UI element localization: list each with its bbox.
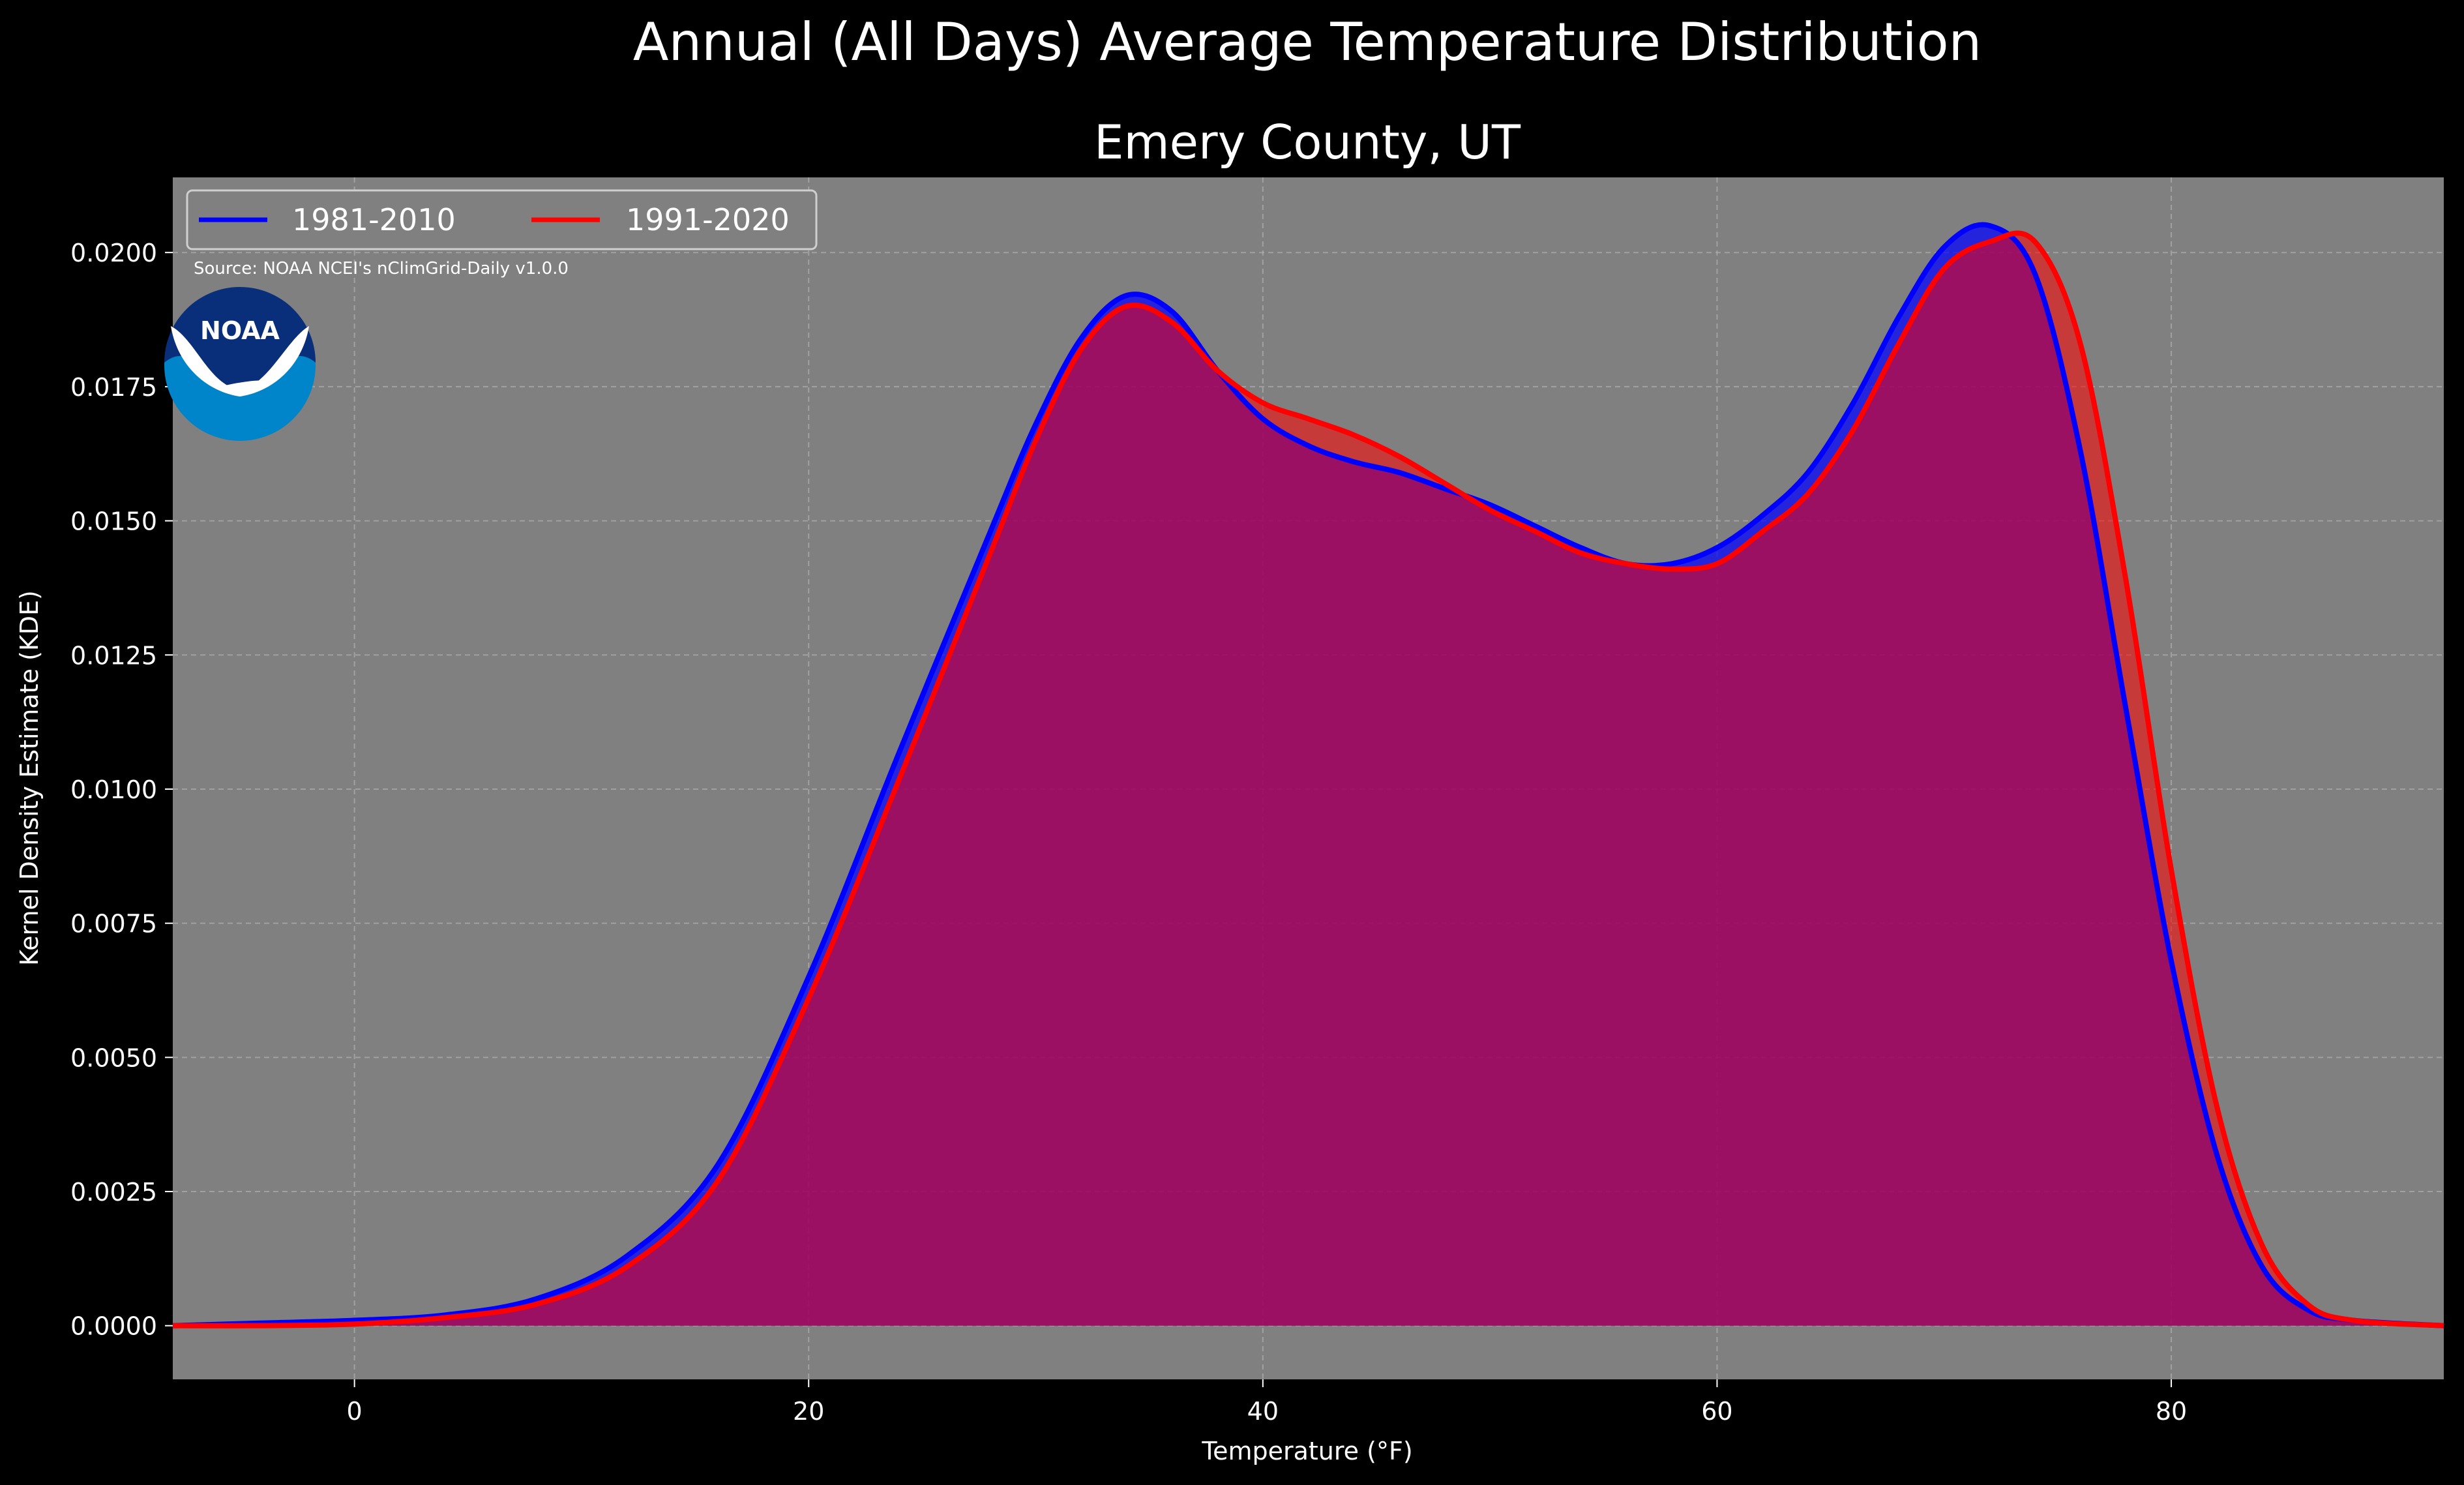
density-lines [172, 222, 2444, 1328]
y-tick-label: 0.0075 [70, 910, 157, 938]
legend-label-1991-2020: 1991-2020 [626, 202, 790, 237]
x-tick-label: 80 [2156, 1397, 2187, 1426]
x-tick-label: 20 [793, 1397, 824, 1426]
legend-box [186, 189, 818, 250]
y-tick-label: 0.0150 [70, 507, 157, 536]
y-axis-label: Kernel Density Estimate (KDE) [15, 590, 44, 966]
y-tick-label: 0.0000 [70, 1312, 157, 1341]
y-tick-label: 0.0175 [70, 373, 157, 402]
legend-label-1981-2010: 1981-2010 [292, 202, 456, 237]
legend: 1981-2010 1991-2020 [186, 189, 818, 250]
ticks: 0 20 40 60 80 0.0000 0.0025 0.0050 0.0075 0.0100 0… [70, 239, 2187, 1426]
noaa-logo: NOAA [164, 287, 316, 441]
y-tick-label: 0.0125 [70, 641, 157, 670]
chart-title: Emery County, UT [1094, 115, 1521, 170]
density-line-1991-2020 [172, 230, 2444, 1328]
y-tick-label: 0.0100 [70, 775, 157, 804]
y-tick-label: 0.0200 [70, 239, 157, 267]
x-tick-label: 60 [1701, 1397, 1732, 1426]
noaa-logo-text: NOAA [200, 316, 280, 345]
y-tick-label: 0.0025 [70, 1178, 157, 1207]
y-tick-label: 0.0050 [70, 1043, 157, 1072]
density-fills [173, 224, 2444, 1326]
x-axis-label: Temperature (°F) [1201, 1437, 1412, 1465]
x-tick-label: 40 [1247, 1397, 1279, 1426]
source-note: Source: NOAA NCEI's nClimGrid-Daily v1.0… [194, 259, 569, 278]
figure-title: Annual (All Days) Average Temperature Di… [633, 12, 1982, 72]
density-fill-1991-2020 [173, 233, 2444, 1326]
density-line-1981-2010 [172, 222, 2444, 1328]
x-tick-label: 0 [347, 1397, 363, 1426]
